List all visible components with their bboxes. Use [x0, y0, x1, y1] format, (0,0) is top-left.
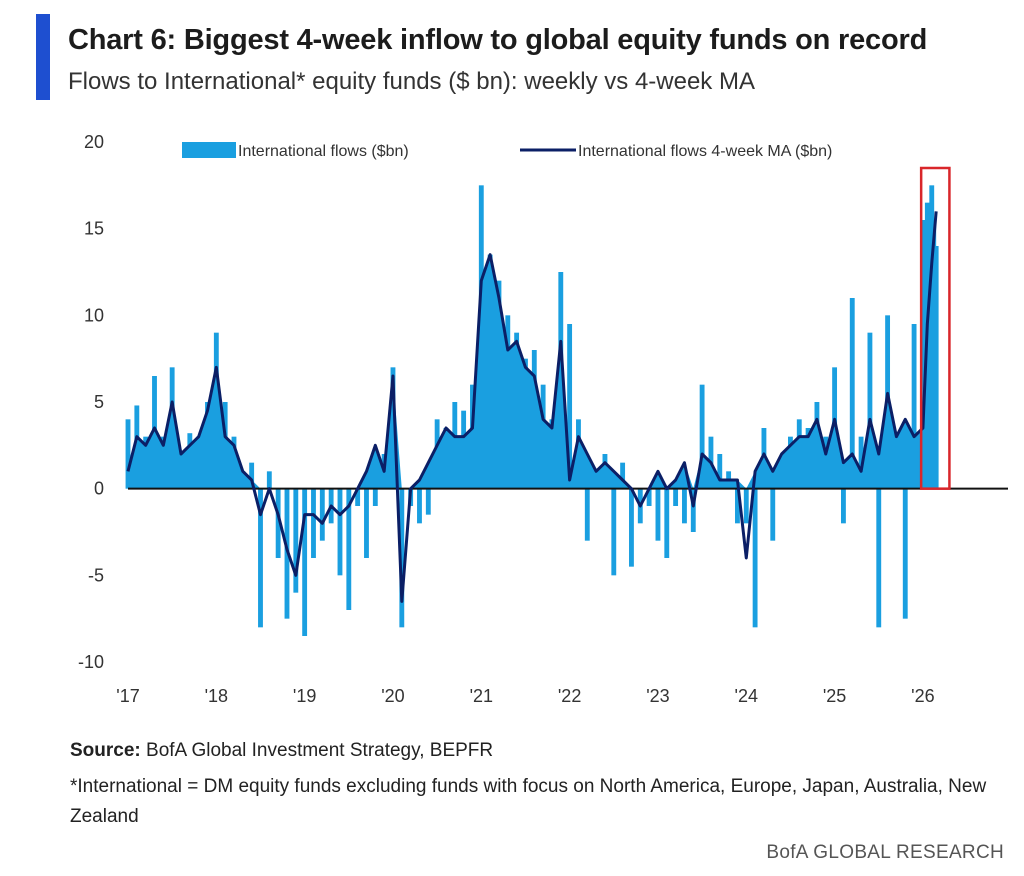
y-tick-label: 5 — [94, 392, 104, 412]
weekly-flow-bar — [911, 324, 917, 489]
x-tick-label: '24 — [735, 686, 758, 706]
x-tick-label: '17 — [116, 686, 139, 706]
weekly-flow-bar — [611, 488, 617, 576]
weekly-flow-bar — [933, 246, 939, 489]
weekly-flow-bar — [902, 488, 908, 619]
y-tick-label: 15 — [84, 219, 104, 239]
weekly-flow-bar — [364, 488, 369, 558]
y-axis: 20 15 10 5 0 -5 -10 — [78, 132, 104, 672]
weekly-flow-bar — [425, 488, 431, 515]
y-tick-label: -10 — [78, 652, 104, 672]
weekly-flow-bar — [752, 488, 758, 628]
weekly-flow-bar — [655, 488, 661, 541]
x-tick-label: '21 — [470, 686, 493, 706]
weekly-flow-bar — [293, 488, 299, 593]
weekly-flow-bar — [125, 419, 131, 489]
x-tick-label: '25 — [823, 686, 846, 706]
weekly-flow-bar — [567, 324, 573, 489]
source-label: Source: — [70, 740, 141, 761]
x-axis: '17 '18 '19 '20 '21 '22 '23 '24 '25 '26 — [116, 686, 934, 706]
weekly-flow-bar — [346, 488, 352, 610]
chart-title: Chart 6: Biggest 4-week inflow to global… — [68, 24, 928, 56]
source-text: BofA Global Investment Strategy, BEPFR — [140, 740, 494, 761]
weekly-flow-bar — [867, 332, 873, 489]
weekly-flow-bar — [770, 488, 776, 541]
y-tick-label: 20 — [84, 132, 104, 152]
weekly-flow-bar — [266, 471, 272, 489]
weekly-flow-bar — [249, 462, 255, 489]
weekly-flow-bar — [664, 488, 670, 558]
weekly-flow-bar — [337, 488, 343, 576]
weekly-flow-bar — [319, 488, 325, 541]
weekly-flow-bar — [399, 488, 405, 628]
weekly-flow-bar — [258, 488, 263, 628]
weekly-flow-bar — [840, 488, 846, 524]
weekly-flow-bar — [735, 488, 740, 524]
weekly-flow-bar — [646, 488, 652, 506]
weekly-flow-bar — [743, 488, 749, 524]
weekly-flow-bar — [355, 488, 361, 506]
weekly-flow-bar — [717, 454, 723, 489]
chart: 20 15 10 5 0 -5 -10 '17 '18 '19 '20 '21 '22 '23 '24 '2… — [78, 132, 1008, 706]
weekly-flow-bar — [682, 488, 687, 524]
ma-line-series — [126, 211, 938, 603]
weekly-flow-bars — [125, 185, 939, 636]
x-tick-label: '23 — [646, 686, 669, 706]
weekly-flow-bar — [620, 462, 626, 489]
y-tick-label: 10 — [84, 305, 104, 325]
weekly-flow-bar — [372, 488, 378, 506]
legend-swatch-weekly — [182, 142, 236, 158]
y-tick-label: 0 — [94, 479, 104, 499]
weekly-flow-bar — [417, 488, 422, 524]
weekly-flow-bar — [584, 488, 590, 541]
legend: International flows ($bn) International … — [182, 142, 832, 160]
x-tick-label: '22 — [558, 686, 581, 706]
weekly-flow-bar — [311, 488, 316, 558]
x-tick-label: '19 — [293, 686, 316, 706]
y-tick-label: -5 — [88, 565, 104, 585]
legend-label-ma: International flows 4-week MA ($bn) — [578, 143, 832, 160]
weekly-flow-bar — [699, 384, 705, 489]
x-tick-label: '20 — [381, 686, 404, 706]
weekly-flow-bar — [629, 488, 634, 567]
footnote: *International = DM equity funds excludi… — [70, 776, 987, 827]
weekly-flow-bar — [275, 488, 281, 558]
record-highlight-box — [919, 166, 951, 490]
chart-subtitle: Flows to International* equity funds ($ … — [68, 68, 755, 95]
weekly-flow-bar — [673, 488, 679, 506]
weekly-flow-bar — [690, 488, 696, 532]
weekly-flow-bar — [920, 220, 926, 489]
weekly-flow-bar — [849, 298, 855, 489]
weekly-flow-bar — [302, 488, 308, 636]
brand-logo-text: BofA GLOBAL RESEARCH — [766, 842, 1004, 863]
accent-bar — [36, 14, 50, 100]
source-line: Source: BofA Global Investment Strategy,… — [70, 740, 493, 762]
x-tick-label: '18 — [205, 686, 228, 706]
x-tick-label: '26 — [911, 686, 934, 706]
legend-label-weekly: International flows ($bn) — [238, 143, 409, 160]
weekly-flow-bar — [876, 488, 882, 628]
